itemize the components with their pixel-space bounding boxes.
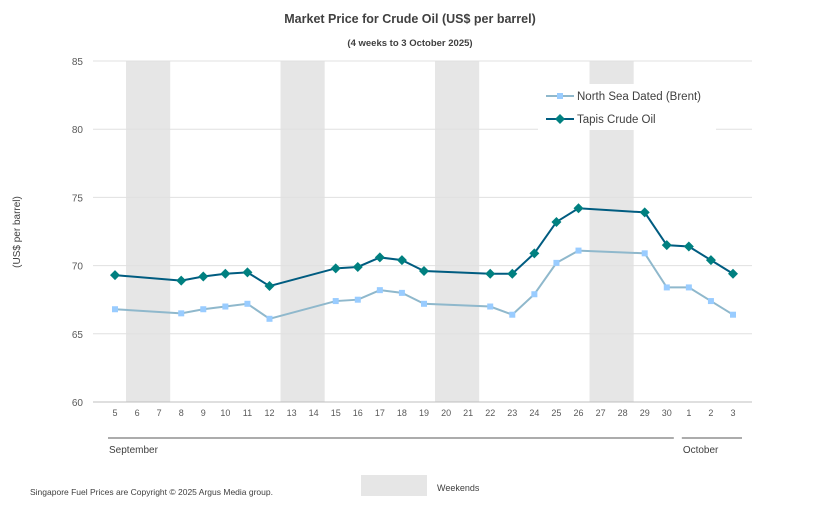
data-point-brent <box>178 310 185 317</box>
data-point-brent <box>200 306 207 313</box>
y-tick-label: 70 <box>72 262 84 273</box>
series-line-brent <box>114 249 734 320</box>
x-tick-label: 26 <box>573 408 583 418</box>
x-tick-label: 7 <box>157 408 162 418</box>
x-tick-label: 13 <box>287 408 297 418</box>
data-point-brent <box>663 284 670 291</box>
data-point-brent <box>421 300 427 307</box>
data-point-brent <box>376 287 383 294</box>
data-point-brent <box>730 311 736 318</box>
y-tick-label: 80 <box>72 125 84 136</box>
x-tick-label: 10 <box>220 408 230 418</box>
chart-title: Market Price for Crude Oil (US$ per barr… <box>284 12 535 26</box>
data-point-brent <box>641 250 648 257</box>
x-tick-label: 11 <box>243 408 252 418</box>
data-point-tapis <box>507 268 518 279</box>
data-point-tapis <box>705 255 716 266</box>
x-tick-label: 12 <box>264 408 274 418</box>
data-point-tapis <box>374 252 385 263</box>
data-point-tapis <box>485 268 496 279</box>
y-axis-label: (US$ per barrel) <box>12 196 23 268</box>
legend-label-brent: North Sea Dated (Brent) <box>577 91 701 103</box>
x-tick-label: 6 <box>135 408 140 418</box>
x-tick-label: 2 <box>708 408 713 418</box>
data-point-tapis <box>242 267 253 278</box>
data-point-brent <box>354 296 361 303</box>
data-point-tapis <box>330 263 341 274</box>
weekend-band <box>126 61 171 402</box>
data-point-tapis <box>639 207 650 218</box>
x-tick-label: 24 <box>529 408 539 418</box>
x-tick-label: 28 <box>618 408 628 418</box>
chart-subtitle: (4 weeks to 3 October 2025) <box>347 38 472 49</box>
data-point-brent <box>332 298 339 305</box>
x-tick-label: 19 <box>419 408 429 418</box>
weekends-legend-label: Weekends <box>437 483 480 493</box>
data-point-tapis <box>396 255 407 266</box>
x-tick-label: 30 <box>662 408 672 418</box>
data-point-brent <box>685 284 692 291</box>
data-point-brent <box>707 298 714 305</box>
x-tick-label: 14 <box>309 408 319 418</box>
data-point-tapis <box>176 275 187 286</box>
data-point-tapis <box>110 270 120 281</box>
data-point-tapis <box>352 261 363 272</box>
x-tick-label: 20 <box>441 408 451 418</box>
x-tick-label: 16 <box>353 408 363 418</box>
x-tick-label: 27 <box>596 408 606 418</box>
x-tick-label: 18 <box>397 408 407 418</box>
x-tick-label: 15 <box>331 408 341 418</box>
y-tick-label: 60 <box>72 398 84 409</box>
data-point-tapis <box>198 271 209 282</box>
data-point-tapis <box>683 241 694 252</box>
data-point-brent <box>531 291 538 298</box>
x-tick-label: 22 <box>485 408 495 418</box>
data-point-tapis <box>728 268 738 279</box>
legend-label-tapis: Tapis Crude Oil <box>577 114 656 126</box>
month-label: October <box>683 445 719 456</box>
y-tick-label: 65 <box>72 330 84 341</box>
data-point-brent <box>553 259 560 266</box>
x-tick-label: 8 <box>179 408 184 418</box>
legend: North Sea Dated (Brent) Tapis Crude Oil <box>546 91 701 126</box>
x-tick-label: 17 <box>375 408 385 418</box>
legend-marker-tapis <box>555 114 565 124</box>
copyright-footer: Singapore Fuel Prices are Copyright © 20… <box>30 487 273 497</box>
data-point-brent <box>487 303 494 310</box>
x-tick-label: 3 <box>730 408 735 418</box>
data-point-brent <box>509 311 516 318</box>
data-point-tapis <box>220 268 231 279</box>
legend-background <box>538 84 716 130</box>
data-point-tapis <box>529 248 540 259</box>
data-point-tapis <box>264 281 275 292</box>
x-tick-label: 1 <box>686 408 691 418</box>
legend-marker-brent <box>557 93 563 99</box>
month-label: September <box>109 445 159 456</box>
data-point-tapis <box>573 203 584 214</box>
data-point-tapis <box>419 266 429 277</box>
data-point-brent <box>222 303 229 310</box>
weekend-band <box>435 61 480 402</box>
x-tick-label: 29 <box>640 408 650 418</box>
data-point-tapis <box>551 216 562 227</box>
x-tick-label: 5 <box>112 408 117 418</box>
x-tick-label: 9 <box>201 408 206 418</box>
data-point-brent <box>575 247 582 254</box>
x-tick-label: 23 <box>507 408 517 418</box>
data-point-brent <box>244 300 251 307</box>
weekend-band <box>280 61 325 402</box>
y-tick-label: 85 <box>72 57 84 68</box>
weekends-legend-swatch <box>361 475 427 496</box>
x-tick-label: 21 <box>463 408 473 418</box>
x-tick-label: 25 <box>551 408 561 418</box>
data-point-brent <box>112 306 118 313</box>
data-point-brent <box>398 289 405 296</box>
data-point-tapis <box>661 240 672 251</box>
y-tick-label: 75 <box>72 193 84 204</box>
data-point-brent <box>266 315 273 322</box>
